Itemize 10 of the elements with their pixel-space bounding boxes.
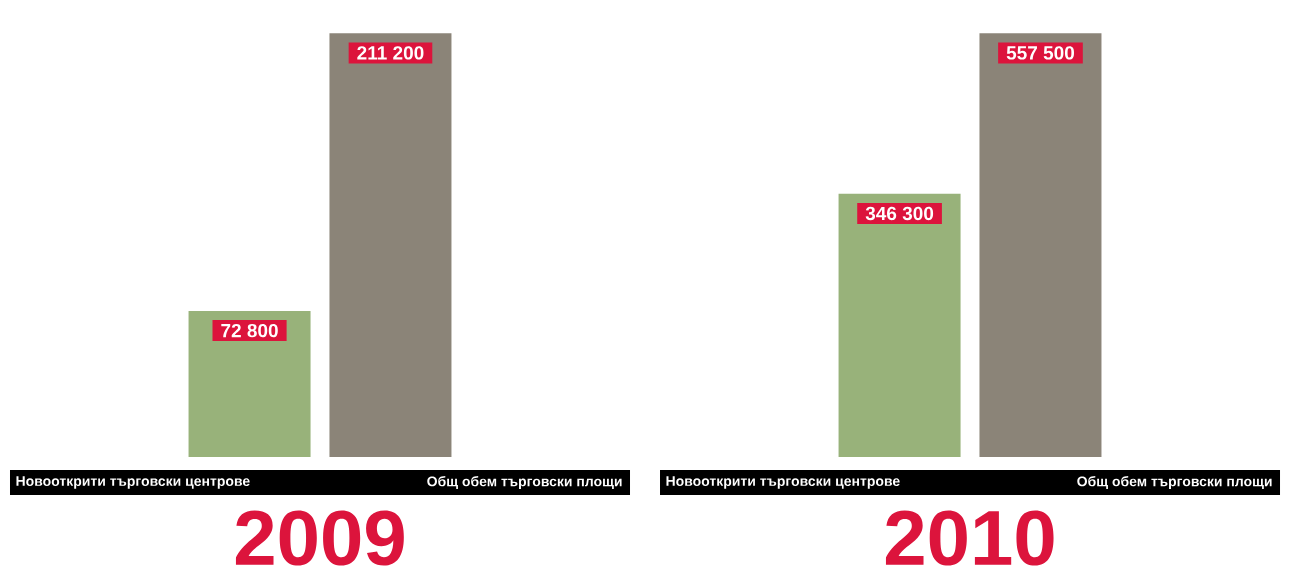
data-label: 346 300 bbox=[865, 206, 934, 221]
x-tick-label: Общ обем търговски площи bbox=[427, 475, 622, 490]
text: 2010 bbox=[885, 510, 1054, 566]
data-label: 557 500 bbox=[1006, 46, 1074, 60]
text: 2009 bbox=[235, 510, 404, 566]
x-tick-label: Новооткрити търговски центрове bbox=[16, 476, 250, 489]
x-tick-label: Новооткрити търговски центрове bbox=[666, 476, 900, 489]
data-label: 211 200 bbox=[357, 46, 424, 60]
data-label: 72 800 bbox=[221, 323, 278, 338]
x-tick-label: Общ обем търговски площи bbox=[1077, 475, 1272, 490]
